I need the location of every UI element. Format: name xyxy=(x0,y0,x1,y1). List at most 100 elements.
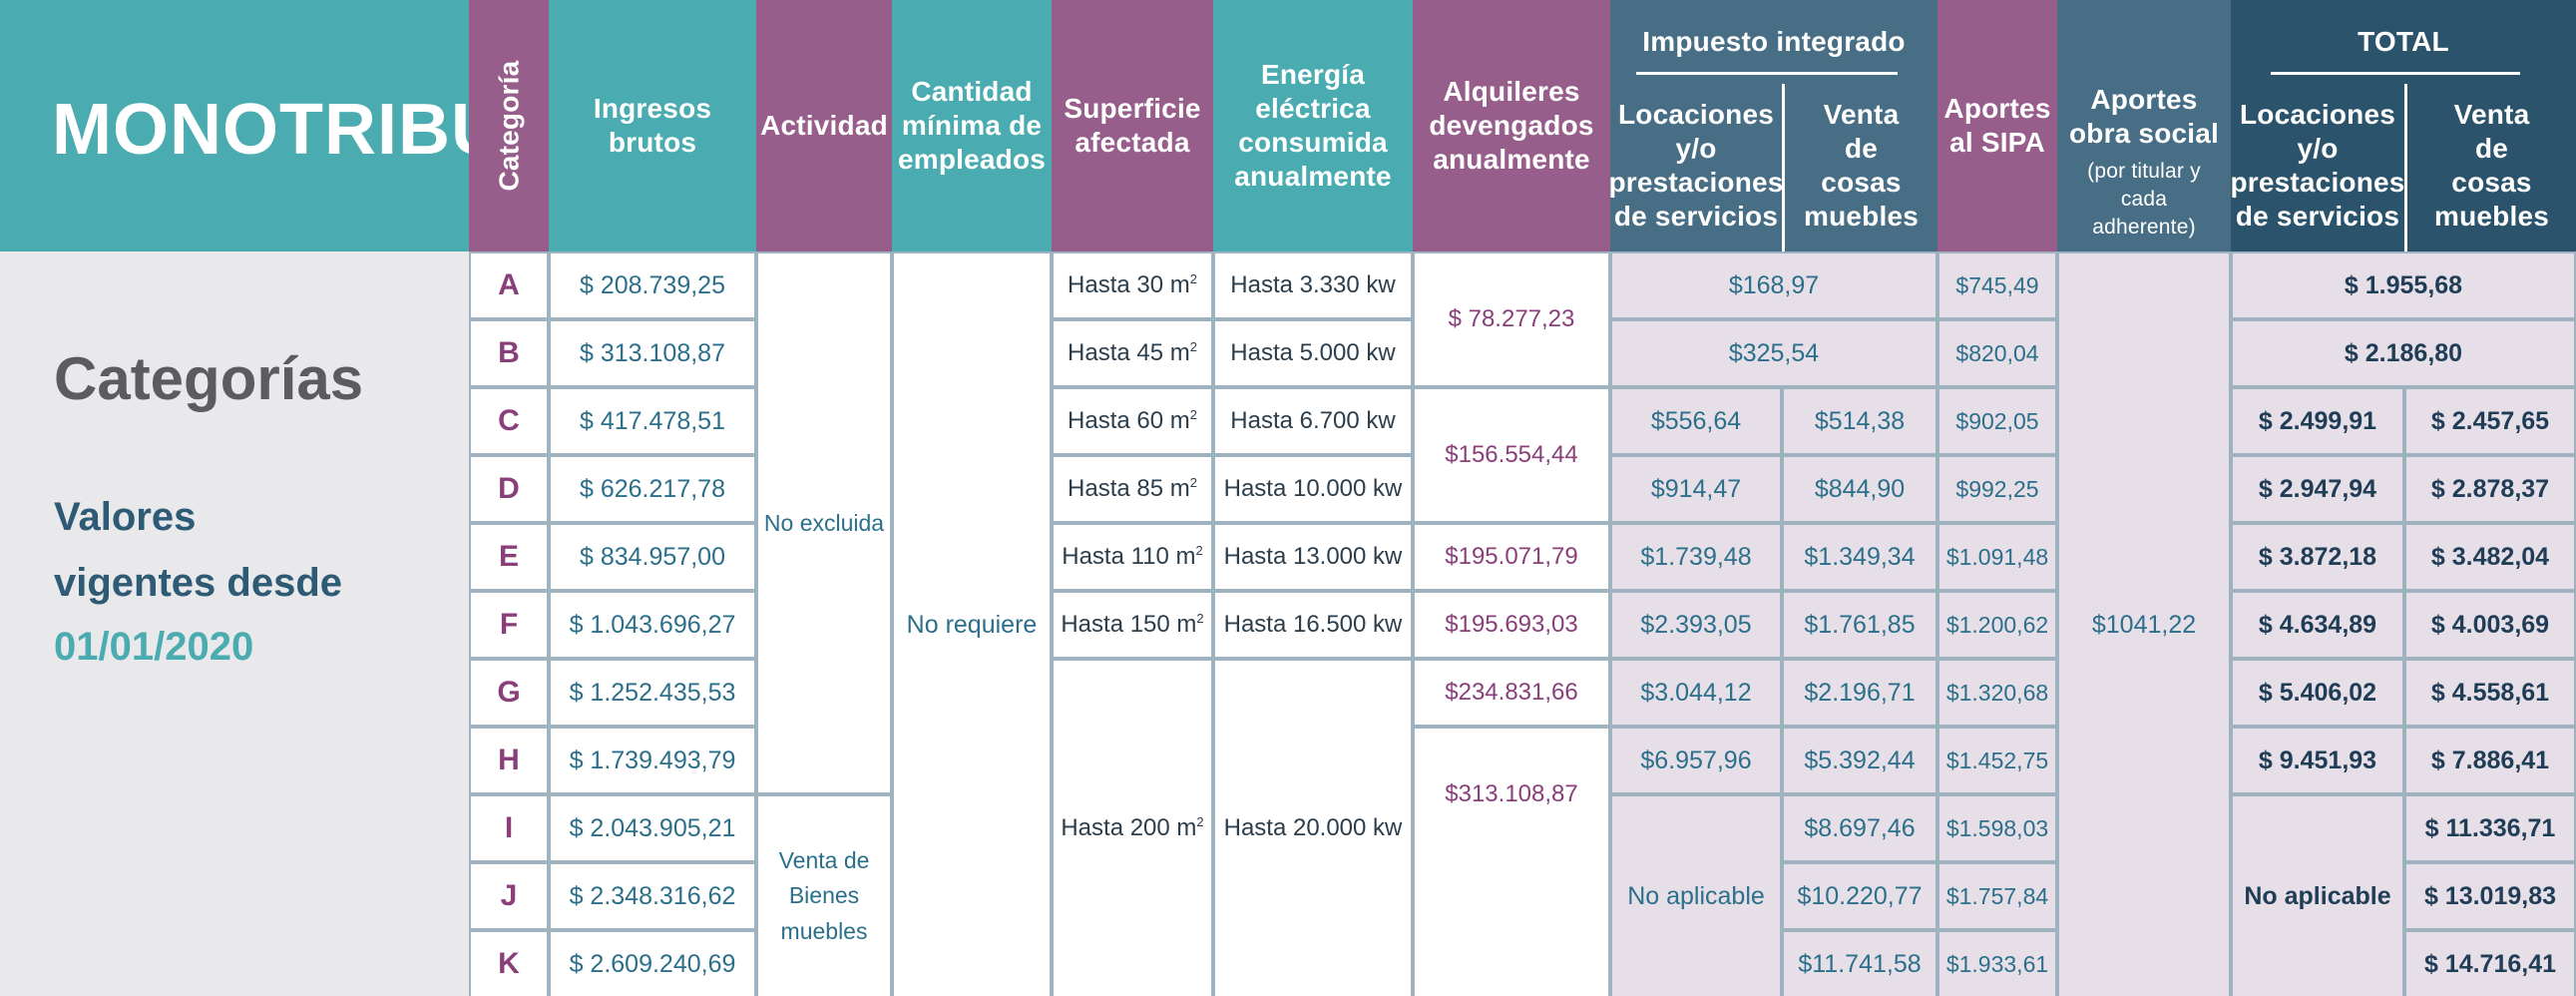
impuesto-cell-B: $325,54 xyxy=(1610,319,1937,387)
superficie-cell-0-text: Hasta 30 m2 xyxy=(1068,271,1197,299)
energia-cell-3-text: Hasta 10.000 kw xyxy=(1223,475,1403,502)
impuesto-locaciones-cell-3-text: $2.393,05 xyxy=(1640,610,1752,639)
sipa-cell-C: $902,05 xyxy=(1937,387,2057,455)
impuesto-venta-cell-5-text: $5.392,44 xyxy=(1804,746,1916,774)
impuesto-venta-cell-4-text: $2.196,71 xyxy=(1804,678,1916,707)
alquileres-cell-1-text: $156.554,44 xyxy=(1445,441,1578,468)
actividad-venta-bienes: Venta de Bienes muebles xyxy=(756,794,892,996)
alquileres-cell-0: $ 78.277,23 xyxy=(1413,251,1610,387)
category-letter-H: H xyxy=(469,727,549,794)
energia-cell-6: Hasta 20.000 kw xyxy=(1213,659,1413,996)
header-total-venta: Venta de cosas muebles xyxy=(2407,86,2576,246)
total-locaciones-cell-1: $ 2.947,94 xyxy=(2231,455,2404,523)
sipa-cell-D: $992,25 xyxy=(1937,455,2057,523)
ingresos-cell-B-text: $ 313.108,87 xyxy=(580,338,725,367)
sipa-cell-J: $1.757,84 xyxy=(1937,862,2057,930)
energia-cell-5: Hasta 16.500 kw xyxy=(1213,591,1413,659)
header-ingresos-label: Ingresos brutos xyxy=(593,92,712,158)
category-letter-H-text: H xyxy=(498,744,520,776)
total-cell-B: $ 2.186,80 xyxy=(2231,319,2576,387)
impuesto-venta-cell-4: $2.196,71 xyxy=(1782,659,1937,727)
impuesto-venta-cell-5: $5.392,44 xyxy=(1782,727,1937,794)
header-obra-social xyxy=(2057,0,2231,251)
superficie-value: Hasta 45 m xyxy=(1068,339,1190,366)
superficie-unit: 2 xyxy=(1196,814,1204,829)
category-letter-K: K xyxy=(469,930,549,996)
energia-cell-2-text: Hasta 6.700 kw xyxy=(1230,407,1396,434)
total-venta-cell-0-text: $ 2.457,65 xyxy=(2430,406,2550,435)
category-letter-I-text: I xyxy=(504,811,514,844)
total-venta-cell-3: $ 4.003,69 xyxy=(2404,591,2576,659)
ingresos-cell-E-text: $ 834.957,00 xyxy=(580,542,725,571)
total-locaciones-cell-5-text: $ 9.451,93 xyxy=(2258,746,2377,774)
ingresos-cell-H-text: $ 1.739.493,79 xyxy=(569,746,736,774)
header-obra-social-label: Aportes obra social (por titular y cada … xyxy=(2057,84,2231,239)
superficie-cell-6: Hasta 200 m2 xyxy=(1052,659,1213,996)
sipa-cell-E-text: $1.091,48 xyxy=(1945,543,2049,570)
sipa-cell-E: $1.091,48 xyxy=(1937,523,2057,591)
ingresos-cell-F-text: $ 1.043.696,27 xyxy=(569,610,736,639)
alquileres-cell-4: $234.831,66 xyxy=(1413,659,1610,727)
superficie-cell-6-text: Hasta 200 m2 xyxy=(1061,814,1203,842)
impuesto-venta-cell-8: $11.741,58 xyxy=(1782,930,1937,996)
ingresos-cell-D-text: $ 626.217,78 xyxy=(580,474,725,503)
category-letter-C-text: C xyxy=(498,404,520,437)
total-underline xyxy=(2271,72,2520,75)
impuesto-venta-cell-7-text: $10.220,77 xyxy=(1797,881,1923,910)
header-energia-label: Energía eléctrica consumida anualmente xyxy=(1234,58,1392,193)
total-cell-A-text: $ 1.955,68 xyxy=(2344,270,2463,299)
impuesto-venta-cell-1: $844,90 xyxy=(1782,455,1937,523)
superficie-unit: 2 xyxy=(1189,271,1197,286)
total-venta-cell-2: $ 3.482,04 xyxy=(2404,523,2576,591)
ingresos-cell-I: $ 2.043.905,21 xyxy=(549,794,756,862)
impuesto-locaciones-cell-0-text: $556,64 xyxy=(1650,406,1742,435)
header-obra-social-title: Aportes obra social xyxy=(2068,84,2220,150)
total-locaciones-cell-1-text: $ 2.947,94 xyxy=(2258,474,2377,503)
header-total-title: TOTAL xyxy=(2358,25,2449,57)
category-letter-I: I xyxy=(469,794,549,862)
category-letter-J: J xyxy=(469,862,549,930)
total-locaciones-cell-3: $ 4.634,89 xyxy=(2231,591,2404,659)
total-venta-cell-6-text: $ 11.336,71 xyxy=(2424,813,2556,842)
sipa-cell-G-text: $1.320,68 xyxy=(1945,679,2049,706)
total-locaciones-cell-0: $ 2.499,91 xyxy=(2231,387,2404,455)
total-venta-cell-5: $ 7.886,41 xyxy=(2404,727,2576,794)
category-letter-C: C xyxy=(469,387,549,455)
header-actividad: Actividad xyxy=(756,0,892,251)
header-total-venta-label: Venta de cosas muebles xyxy=(2434,98,2549,233)
impuesto-venta-cell-0-text: $514,38 xyxy=(1814,406,1906,435)
impuesto-locaciones-cell-4-text: $3.044,12 xyxy=(1640,678,1752,707)
ingresos-cell-E: $ 834.957,00 xyxy=(549,523,756,591)
header-superficie-label: Superficie afectada xyxy=(1064,92,1201,158)
impuesto-divider xyxy=(1782,84,1785,251)
header-impuesto-venta-label: Venta de cosas muebles xyxy=(1804,98,1919,233)
header-total-group xyxy=(2231,0,2576,251)
vigentes-line: vigentes desde xyxy=(54,561,343,605)
energia-cell-0-text: Hasta 3.330 kw xyxy=(1230,271,1396,298)
impuesto-no-aplicable: No aplicable xyxy=(1610,794,1782,996)
header-impuesto-locaciones-label: Locaciones y/o prestaciones de servicios xyxy=(1608,98,1784,233)
ingresos-cell-J: $ 2.348.316,62 xyxy=(549,862,756,930)
category-letter-G-text: G xyxy=(497,676,521,709)
superficie-cell-4-text: Hasta 110 m2 xyxy=(1062,543,1203,571)
superficie-value: Hasta 200 m xyxy=(1061,814,1197,841)
sipa-cell-B-text: $820,04 xyxy=(1955,339,2039,366)
alquileres-cell-1: $156.554,44 xyxy=(1413,387,1610,523)
superficie-value: Hasta 60 m xyxy=(1068,407,1190,434)
sipa-cell-D-text: $992,25 xyxy=(1955,475,2039,502)
total-venta-cell-1-text: $ 2.878,37 xyxy=(2430,474,2550,503)
category-letter-G: G xyxy=(469,659,549,727)
header-actividad-label: Actividad xyxy=(760,109,888,141)
superficie-unit: 2 xyxy=(1189,339,1197,354)
header-impuesto-venta: Venta de cosas muebles xyxy=(1785,86,1937,246)
superficie-cell-2: Hasta 60 m2 xyxy=(1052,387,1213,455)
superficie-cell-5: Hasta 150 m2 xyxy=(1052,591,1213,659)
total-cell-B-text: $ 2.186,80 xyxy=(2344,338,2463,367)
sipa-cell-H: $1.452,75 xyxy=(1937,727,2057,794)
superficie-value: Hasta 85 m xyxy=(1068,475,1190,502)
alquileres-cell-0-text: $ 78.277,23 xyxy=(1448,305,1575,332)
ingresos-cell-B: $ 313.108,87 xyxy=(549,319,756,387)
energia-cell-6-text: Hasta 20.000 kw xyxy=(1223,814,1403,841)
header-obra-social-note: (por titular y cada adherente) xyxy=(2087,159,2201,240)
total-venta-cell-6: $ 11.336,71 xyxy=(2404,794,2576,862)
